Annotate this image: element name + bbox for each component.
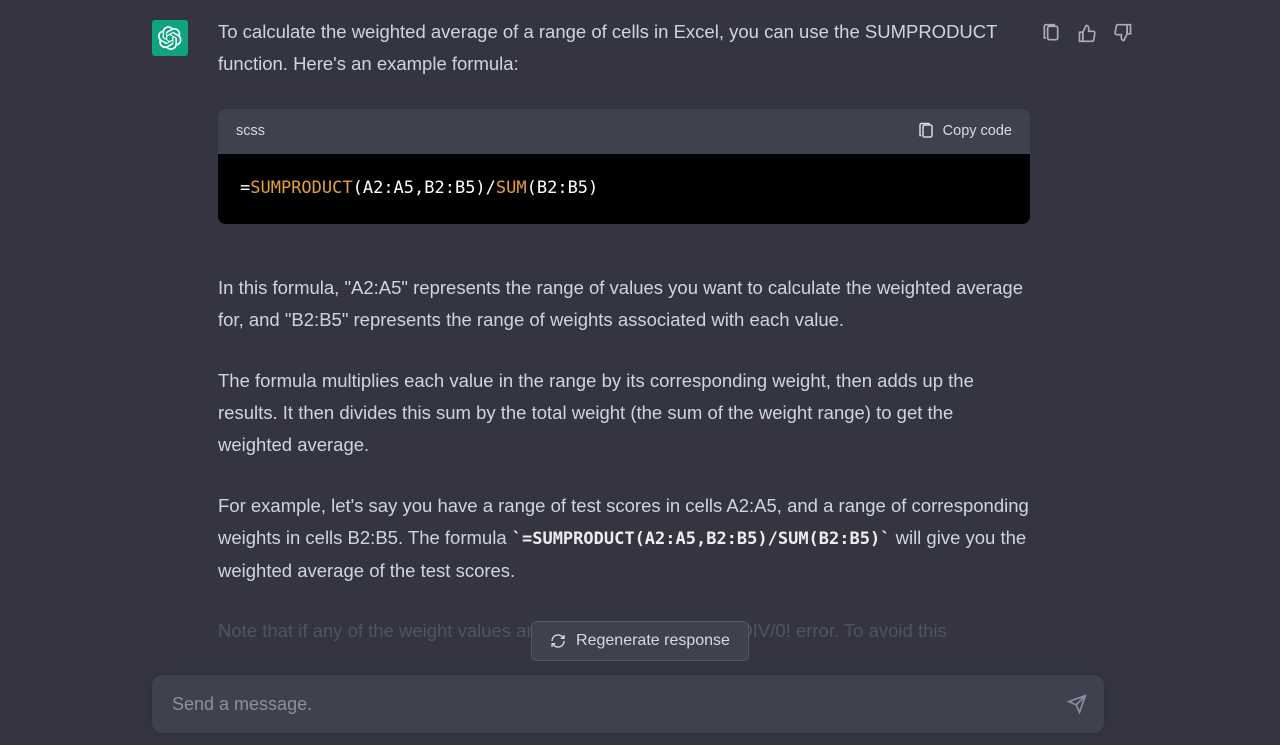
openai-logo-icon xyxy=(158,26,182,50)
thumbs-down-button[interactable] xyxy=(1112,22,1134,44)
clipboard-icon xyxy=(917,122,935,140)
thumbs-up-icon xyxy=(1077,23,1097,43)
message-input-bar xyxy=(152,675,1104,733)
code-block: scss Copy code =SUMPRODUCT(A2:A5,B2:B5)/… xyxy=(218,109,1030,224)
copy-code-label: Copy code xyxy=(943,119,1012,144)
message-input[interactable] xyxy=(172,694,1048,715)
regenerate-response-button[interactable]: Regenerate response xyxy=(531,621,749,661)
clipboard-icon xyxy=(1041,23,1061,43)
inline-code: `=SUMPRODUCT(A2:A5,B2:B5)/SUM(B2:B5)` xyxy=(512,529,891,549)
paragraph: The formula multiplies each value in the… xyxy=(218,365,1030,462)
assistant-content: To calculate the weighted average of a r… xyxy=(218,20,1030,676)
assistant-avatar xyxy=(152,20,188,56)
paragraph: For example, let's say you have a range … xyxy=(218,490,1030,588)
paragraph: To calculate the weighted average of a r… xyxy=(218,16,1030,81)
code-header: scss Copy code xyxy=(218,109,1030,154)
refresh-icon xyxy=(550,633,566,649)
regenerate-label: Regenerate response xyxy=(576,632,730,650)
code-language-label: scss xyxy=(236,119,265,144)
message-actions xyxy=(1040,22,1134,44)
thumbs-up-button[interactable] xyxy=(1076,22,1098,44)
send-icon xyxy=(1067,694,1087,714)
assistant-message: To calculate the weighted average of a r… xyxy=(0,0,1280,676)
paragraph: In this formula, "A2:A5" represents the … xyxy=(218,272,1030,337)
send-button[interactable] xyxy=(1066,693,1088,715)
copy-code-button[interactable]: Copy code xyxy=(917,119,1012,144)
code-content: =SUMPRODUCT(A2:A5,B2:B5)/SUM(B2:B5) xyxy=(218,154,1030,224)
copy-message-button[interactable] xyxy=(1040,22,1062,44)
thumbs-down-icon xyxy=(1113,23,1133,43)
